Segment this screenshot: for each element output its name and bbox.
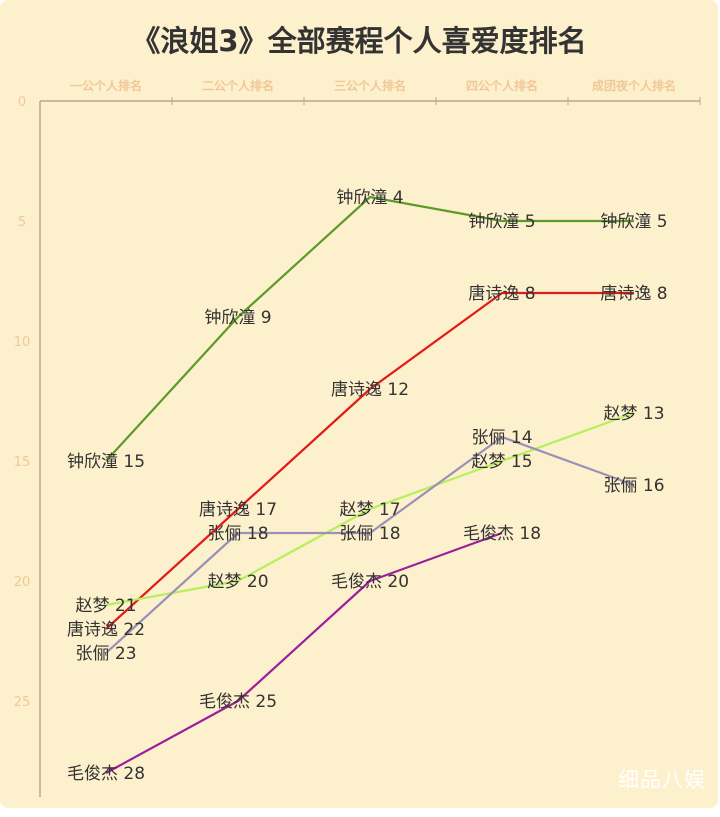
data-label: 毛俊杰 18 [463, 524, 541, 544]
x-tick-label: 成团夜个人排名 [592, 78, 676, 93]
y-tick-label: 25 [14, 695, 31, 710]
data-label: 张俪 23 [75, 644, 136, 664]
watermark: 细品八娱 [618, 768, 706, 792]
x-tick-label: 三公个人排名 [334, 78, 406, 93]
data-label: 毛俊杰 25 [199, 692, 277, 712]
data-label: 唐诗逸 8 [468, 283, 535, 304]
data-label: 唐诗逸 8 [600, 283, 667, 304]
data-label: 赵梦 20 [207, 572, 268, 592]
data-label: 钟欣潼 5 [468, 212, 535, 232]
data-label: 钟欣潼 15 [67, 452, 145, 472]
data-label: 唐诗逸 22 [67, 619, 145, 640]
y-tick-label: 5 [18, 215, 26, 230]
data-label: 钟欣潼 4 [336, 188, 403, 208]
data-label: 张俪 14 [471, 428, 532, 448]
series-line [105, 411, 635, 607]
data-label: 钟欣潼 5 [600, 212, 667, 232]
data-label: 赵梦 21 [75, 596, 136, 616]
data-label: 赵梦 17 [339, 500, 400, 520]
y-tick-label: 15 [14, 455, 31, 470]
data-label: 张俪 18 [339, 524, 400, 544]
data-label: 毛俊杰 20 [331, 572, 409, 592]
chart-title: 《浪姐3》全部赛程个人喜爱度排名 [131, 24, 587, 58]
y-tick-label: 10 [14, 335, 31, 350]
data-label: 赵梦 13 [603, 404, 664, 424]
x-tick-label: 二公个人排名 [202, 78, 274, 93]
data-label: 毛俊杰 28 [67, 764, 145, 784]
data-label: 唐诗逸 17 [199, 499, 277, 520]
data-label: 钟欣潼 9 [204, 308, 271, 328]
x-tick-label: 一公个人排名 [70, 78, 142, 93]
series-line [105, 195, 634, 462]
data-label: 唐诗逸 12 [331, 379, 409, 400]
y-tick-label: 0 [18, 95, 26, 110]
y-tick-label: 20 [14, 575, 31, 590]
data-label: 赵梦 15 [471, 452, 532, 472]
data-label: 张俪 18 [207, 524, 268, 544]
series-line [105, 435, 635, 654]
series-line [105, 291, 634, 630]
x-tick-label: 四公个人排名 [466, 78, 538, 93]
data-label: 张俪 16 [603, 476, 664, 496]
series-line [105, 531, 503, 774]
